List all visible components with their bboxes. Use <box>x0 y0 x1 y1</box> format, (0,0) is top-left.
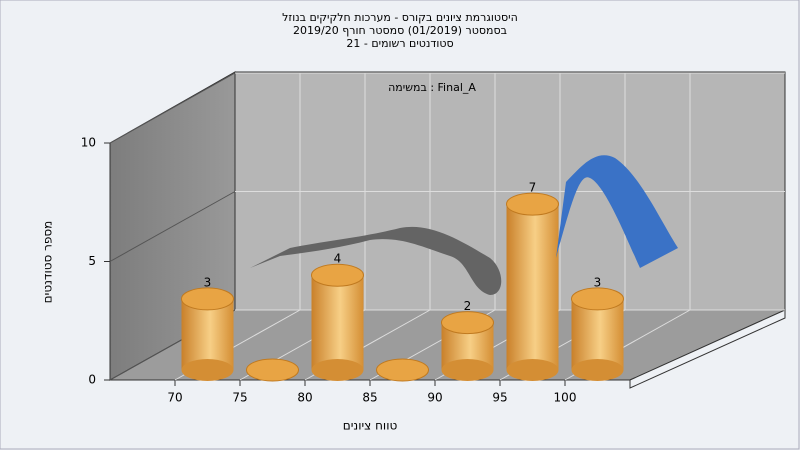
value-label: 4 <box>334 252 342 266</box>
bar-top <box>376 358 429 382</box>
bar <box>181 298 234 370</box>
title-line-3: סטודנטים רשומים - 21 <box>346 37 453 50</box>
x-tick-label: 70 <box>167 391 182 405</box>
bar <box>506 204 559 370</box>
x-tick-label: 80 <box>297 391 312 405</box>
bar-top <box>571 287 624 311</box>
y-tick-label: 5 <box>88 254 96 268</box>
value-label: 2 <box>464 299 472 313</box>
x-tick-label: 85 <box>362 391 377 405</box>
bar-top <box>181 287 234 311</box>
x-tick-label: 75 <box>232 391 247 405</box>
bar-group <box>246 358 299 382</box>
bar-top <box>311 263 364 287</box>
bar-group: 3 <box>181 275 234 381</box>
bar-base <box>181 359 234 381</box>
normal-curve-back <box>250 226 502 295</box>
bar <box>571 298 624 370</box>
grid-line <box>109 191 236 262</box>
normal-curve-front <box>556 155 678 268</box>
y-tick-label: 0 <box>88 373 96 387</box>
value-label: 3 <box>594 275 602 289</box>
title-line-2: בסמסטר (01/2019) סמסטר חורף 2019/20 <box>293 24 507 37</box>
value-label: 7 <box>529 181 537 195</box>
floor-edge <box>629 309 786 389</box>
bar-group: 4 <box>311 252 364 381</box>
bar-group: 7 <box>506 181 559 381</box>
grid-line <box>109 72 236 144</box>
bar-base <box>571 359 624 381</box>
annotation: במשימה : Final_A <box>388 81 476 94</box>
x-tick-label: 90 <box>427 391 442 405</box>
bar-group <box>376 358 429 382</box>
bar-base <box>311 359 364 381</box>
y-tick-label: 10 <box>81 136 96 150</box>
x-tick-label: 95 <box>492 391 507 405</box>
value-label: 3 <box>204 275 212 289</box>
bar <box>311 275 364 370</box>
bar-group: 3 <box>571 275 624 381</box>
x-axis-label: טווח ציונים <box>343 419 398 433</box>
bar-top <box>246 358 299 382</box>
bar-group: 2 <box>441 299 494 381</box>
bar-base <box>506 359 559 381</box>
bar-top <box>441 311 494 335</box>
title-line-1: היסטוגרמת ציונים בקורס - מערכות חלקיקים … <box>282 11 518 24</box>
bar-top <box>506 192 559 216</box>
y-axis-label: מספר סטודנטים <box>41 221 55 304</box>
bar-base <box>441 359 494 381</box>
x-tick-label: 100 <box>554 391 577 405</box>
